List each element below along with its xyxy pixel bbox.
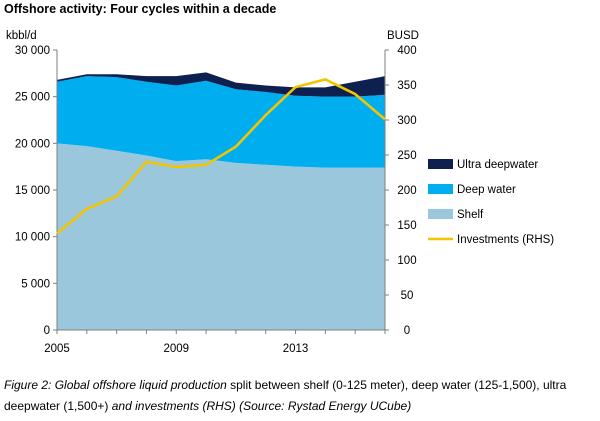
x-tick-label: 2013 — [283, 343, 309, 355]
left-tick-label: 30 000 — [15, 45, 50, 57]
right-tick-label: 50 — [401, 290, 414, 302]
line-investments-rhs — [56, 78, 386, 235]
right-tick-label: 350 — [397, 80, 416, 92]
right-tick-label: 400 — [397, 45, 416, 57]
legend-item-shelf: Shelf — [428, 209, 484, 221]
area-ultra-deepwater — [57, 72, 385, 97]
area-shelf — [57, 143, 385, 330]
legend-swatch — [428, 209, 453, 219]
left-tick-label: 20 000 — [15, 138, 50, 150]
left-axis-unit: kbbl/d — [6, 30, 37, 42]
legend-label: Shelf — [457, 209, 484, 221]
caption-part-1: Figure 2: Global offshore liquid product… — [4, 378, 227, 392]
right-tick-label: 100 — [397, 255, 416, 267]
chart-title: Offshore activity: Four cycles within a … — [4, 2, 277, 16]
legend-swatch — [428, 184, 453, 194]
legend-item-ultra-deepwater: Ultra deepwater — [428, 159, 538, 171]
left-tick-label: 10 000 — [15, 232, 50, 244]
legend-item-investments-rhs: Investments (RHS) — [428, 234, 554, 246]
right-axis-unit: BUSD — [387, 30, 419, 42]
figure-caption: Figure 2: Global offshore liquid product… — [4, 375, 596, 417]
area-deep-water — [57, 76, 385, 168]
left-tick-label: 5 000 — [21, 278, 50, 290]
right-tick-label: 0 — [404, 325, 410, 337]
left-tick-label: 25 000 — [15, 92, 50, 104]
right-tick-label: 300 — [397, 115, 416, 127]
legend-label: Deep water — [457, 184, 516, 196]
legend-item-deep-water: Deep water — [428, 184, 516, 196]
caption-part-3: and investments (RHS) (Source: Rystad En… — [111, 399, 412, 413]
legend-label: Ultra deepwater — [457, 159, 538, 171]
left-tick-label: 15 000 — [15, 185, 50, 197]
right-tick-label: 150 — [397, 220, 416, 232]
legend-label: Investments (RHS) — [457, 234, 554, 246]
legend-swatch — [428, 159, 453, 169]
right-tick-label: 200 — [397, 185, 416, 197]
x-tick-label: 2005 — [44, 343, 70, 355]
right-tick-label: 250 — [397, 150, 416, 162]
caption-part-2: split between shelf (0-125 meter), deep … — [4, 378, 567, 413]
x-tick-label: 2009 — [163, 343, 189, 355]
chart-figure: 0 5 000 10 000 15 000 20 000 25 000 30 000 0 50 1… — [6, 30, 554, 355]
left-tick-label: 0 — [44, 325, 50, 337]
